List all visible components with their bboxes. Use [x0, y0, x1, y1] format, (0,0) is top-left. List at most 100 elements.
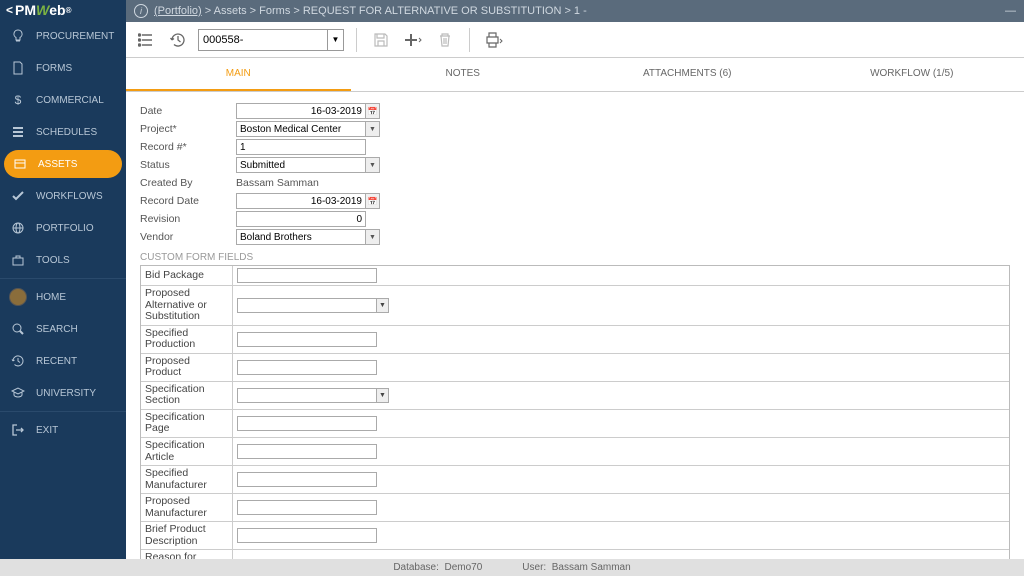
custom-label-1: Proposed Alternative or Substitution — [141, 286, 233, 325]
sidebar-item-home[interactable]: HOME — [0, 281, 126, 313]
dropdown-icon[interactable]: ▼ — [377, 388, 389, 403]
tab-workflow-[interactable]: WORKFLOW (1/5) — [800, 58, 1024, 91]
sidebar-item-university[interactable]: UNIVERSITY — [0, 377, 126, 409]
field-input-revision[interactable] — [236, 211, 366, 227]
sidebar-item-search[interactable]: SEARCH — [0, 313, 126, 345]
field-input-record[interactable] — [236, 139, 366, 155]
custom-input-1[interactable] — [237, 298, 377, 313]
custom-input-8[interactable] — [237, 500, 377, 515]
sidebar-item-label: SEARCH — [36, 324, 78, 335]
sidebar-item-label: WORKFLOWS — [36, 191, 103, 202]
sidebar-item-exit[interactable]: EXIT — [0, 414, 126, 446]
main-panel: i (Portfolio) > Assets > Forms > REQUEST… — [126, 0, 1024, 576]
back-chevron-icon[interactable]: < — [6, 3, 13, 17]
logo: < PMWeb® — [0, 0, 126, 20]
breadcrumb: i (Portfolio) > Assets > Forms > REQUEST… — [126, 0, 1024, 22]
check-icon — [10, 188, 26, 204]
custom-input-0[interactable] — [237, 268, 377, 283]
dropdown-icon[interactable]: ▼ — [366, 157, 380, 173]
sidebar-item-label: PORTFOLIO — [36, 223, 94, 234]
case-icon — [10, 252, 26, 268]
custom-input-2[interactable] — [237, 332, 377, 347]
field-value-createdby: Bassam Samman — [236, 177, 366, 189]
record-selector[interactable]: ▼ — [198, 29, 344, 51]
field-input-date[interactable] — [236, 103, 366, 119]
calendar-icon[interactable]: 📅 — [366, 193, 380, 209]
bulb-icon — [10, 28, 26, 44]
custom-input-5[interactable] — [237, 416, 377, 431]
sidebar-item-label: PROCUREMENT — [36, 31, 114, 42]
sidebar-item-label: EXIT — [36, 425, 58, 436]
tab-notes[interactable]: NOTES — [351, 58, 576, 91]
tabs: MAINNOTESATTACHMENTS (6)WORKFLOW (1/5) — [126, 58, 1024, 92]
form-content: Date📅Project*▼Record #*Status▼Created By… — [126, 92, 1024, 576]
dropdown-icon[interactable]: ▼ — [366, 229, 380, 245]
field-input-vendor[interactable] — [236, 229, 366, 245]
svg-text:$: $ — [15, 93, 22, 107]
dollar-icon: $ — [10, 92, 26, 108]
calendar-icon[interactable]: 📅 — [366, 103, 380, 119]
field-label-vendor: Vendor — [140, 231, 236, 243]
custom-input-3[interactable] — [237, 360, 377, 375]
breadcrumb-path: > Assets > Forms > REQUEST FOR ALTERNATI… — [202, 5, 587, 17]
sidebar-item-commercial[interactable]: $ COMMERCIAL — [0, 84, 126, 116]
info-icon[interactable]: i — [134, 4, 148, 18]
field-label-record: Record #* — [140, 141, 236, 153]
sidebar: < PMWeb® PROCUREMENT FORMS $ COMMERCIAL SCHE… — [0, 0, 126, 576]
history-icon — [10, 353, 26, 369]
tab-main[interactable]: MAIN — [126, 58, 351, 91]
custom-label-3: Proposed Product — [141, 354, 233, 381]
sidebar-item-portfolio[interactable]: PORTFOLIO — [0, 212, 126, 244]
save-icon[interactable] — [369, 28, 393, 52]
print-icon[interactable] — [482, 28, 506, 52]
field-label-date: Date — [140, 105, 236, 117]
list-icon[interactable] — [134, 28, 158, 52]
sidebar-item-procurement[interactable]: PROCUREMENT — [0, 20, 126, 52]
field-label-recorddate: Record Date — [140, 195, 236, 207]
custom-input-4[interactable] — [237, 388, 377, 403]
status-bar: Database: Demo70 User: Bassam Samman — [0, 559, 1024, 576]
field-input-project[interactable] — [236, 121, 366, 137]
custom-label-4: Specification Section — [141, 382, 233, 409]
sidebar-item-label: TOOLS — [36, 255, 70, 266]
add-icon[interactable] — [401, 28, 425, 52]
custom-label-5: Specification Page — [141, 410, 233, 437]
custom-fields-title: CUSTOM FORM FIELDS — [140, 252, 1010, 263]
record-dropdown-icon[interactable]: ▼ — [328, 29, 344, 51]
custom-label-9: Brief Product Description — [141, 522, 233, 549]
field-input-status[interactable] — [236, 157, 366, 173]
sidebar-item-tools[interactable]: TOOLS — [0, 244, 126, 276]
tab-attachments-[interactable]: ATTACHMENTS (6) — [575, 58, 800, 91]
field-label-project: Project* — [140, 123, 236, 135]
exit-icon — [10, 422, 26, 438]
toolbar: ▼ — [126, 22, 1024, 58]
field-input-recorddate[interactable] — [236, 193, 366, 209]
asset-icon — [12, 156, 28, 172]
breadcrumb-portfolio[interactable]: (Portfolio) — [154, 5, 202, 17]
custom-input-6[interactable] — [237, 444, 377, 459]
search-icon — [10, 321, 26, 337]
sidebar-item-label: ASSETS — [38, 159, 77, 170]
history-icon[interactable] — [166, 28, 190, 52]
custom-label-2: Specified Production — [141, 326, 233, 353]
minimize-icon[interactable]: — — [1005, 5, 1016, 17]
delete-icon[interactable] — [433, 28, 457, 52]
globe-icon — [10, 220, 26, 236]
sidebar-item-label: COMMERCIAL — [36, 95, 104, 106]
dropdown-icon[interactable]: ▼ — [366, 121, 380, 137]
custom-label-8: Proposed Manufacturer — [141, 494, 233, 521]
lines-icon — [10, 124, 26, 140]
sidebar-item-workflows[interactable]: WORKFLOWS — [0, 180, 126, 212]
grad-icon — [10, 385, 26, 401]
custom-input-9[interactable] — [237, 528, 377, 543]
custom-input-7[interactable] — [237, 472, 377, 487]
record-input[interactable] — [198, 29, 328, 51]
custom-label-6: Specification Article — [141, 438, 233, 465]
sidebar-item-forms[interactable]: FORMS — [0, 52, 126, 84]
sidebar-item-assets[interactable]: ASSETS — [4, 150, 122, 178]
field-label-revision: Revision — [140, 213, 236, 225]
sidebar-item-recent[interactable]: RECENT — [0, 345, 126, 377]
sidebar-item-schedules[interactable]: SCHEDULES — [0, 116, 126, 148]
field-label-status: Status — [140, 159, 236, 171]
dropdown-icon[interactable]: ▼ — [377, 298, 389, 313]
